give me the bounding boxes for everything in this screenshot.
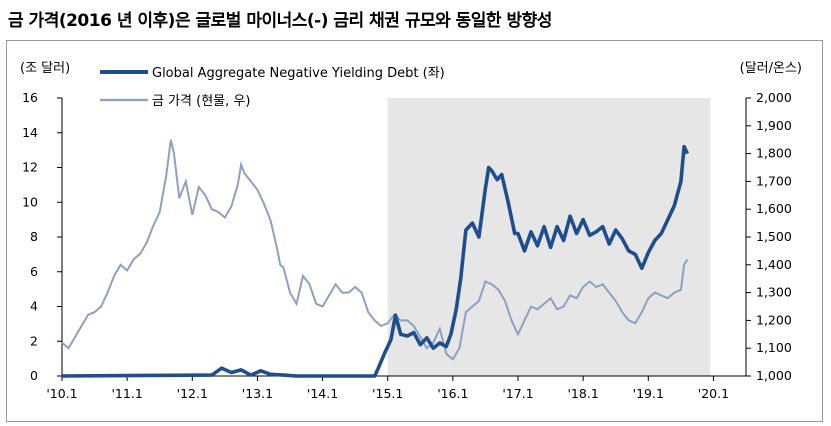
- legend-label-gold-price: 금 가격 (현물, 우): [152, 94, 250, 109]
- y-axis-right-label: (달러/온스): [740, 61, 802, 76]
- y-right-tick-label: 1,100: [756, 340, 792, 355]
- x-tick-label: '18.1: [568, 386, 599, 401]
- y-right-tick-label: 1,400: [756, 257, 792, 272]
- x-tick-label: '13.1: [242, 386, 273, 401]
- y-right-tick-label: 1,700: [756, 173, 792, 188]
- x-tick-label: '15.1: [372, 386, 403, 401]
- y-left-tick-label: 6: [30, 264, 38, 279]
- series-line-negative-yielding-debt: [61, 144, 690, 378]
- y-right-tick-label: 1,200: [756, 312, 792, 327]
- axis-ticks: 16 14 12 10 8 6 4 2 0 2,000 1,900 1,800 1,700 1,600 1,…: [22, 90, 792, 401]
- y-right-tick-label: 1,000: [756, 368, 792, 383]
- y-left-tick-label: 12: [22, 160, 38, 175]
- y-left-tick-label: 16: [22, 90, 38, 105]
- y-right-tick-label: 1,600: [756, 201, 792, 216]
- y-left-tick-label: 4: [30, 299, 38, 314]
- legend: Global Aggregate Negative Yielding Debt …: [100, 66, 445, 109]
- y-left-tick-label: 2: [30, 333, 38, 348]
- x-tick-label: '17.1: [502, 386, 533, 401]
- y-right-tick-label: 1,800: [756, 146, 792, 161]
- x-tick-label: '16.1: [437, 386, 468, 401]
- chart-title: 금 가격(2016 년 이후)은 글로벌 마이너스(-) 금리 채권 규모와 동…: [8, 11, 552, 31]
- y-axis-left-label: (조 달러): [20, 61, 70, 76]
- y-right-tick-label: 1,900: [756, 118, 792, 133]
- x-tick-label: '20.1: [698, 386, 729, 401]
- x-tick-label: '19.1: [633, 386, 664, 401]
- y-left-tick-label: 14: [22, 125, 38, 140]
- series-line-gold-price: [61, 139, 689, 361]
- x-tick-label: '12.1: [177, 386, 208, 401]
- y-left-tick-label: 10: [22, 194, 38, 209]
- y-right-tick-label: 1,300: [756, 285, 792, 300]
- y-right-tick-label: 1,500: [756, 229, 792, 244]
- y-right-tick-label: 2,000: [756, 90, 792, 105]
- x-tick-label: '14.1: [307, 386, 338, 401]
- y-left-tick-label: 0: [30, 368, 38, 383]
- legend-label-negative-yielding-debt: Global Aggregate Negative Yielding Debt …: [152, 66, 445, 81]
- chart-frame: [6, 40, 823, 422]
- x-tick-label: '11.1: [112, 386, 143, 401]
- y-left-tick-label: 8: [30, 229, 38, 244]
- x-tick-label: '10.1: [46, 386, 77, 401]
